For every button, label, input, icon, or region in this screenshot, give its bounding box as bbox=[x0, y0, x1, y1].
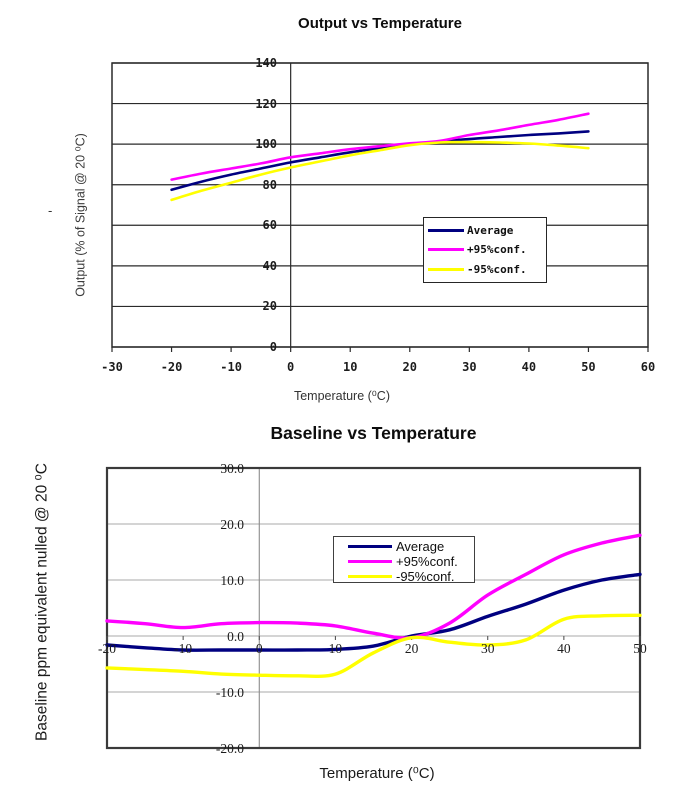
output-chart-plot-area bbox=[111, 62, 649, 352]
y-tick-label: -10.0 bbox=[215, 684, 244, 700]
legend: Average +95%conf. -95%conf. bbox=[333, 536, 475, 584]
y-tick-label: 20.0 bbox=[220, 516, 244, 532]
x-tick-label: 20 bbox=[404, 641, 419, 656]
chart-title: Baseline vs Temperature bbox=[270, 423, 477, 443]
plus95-line-swatch bbox=[428, 248, 464, 252]
x-tick-label: 10 bbox=[328, 641, 343, 656]
baseline-vs-temperature-chart: Baseline vs Temperature Baseline ppm equ… bbox=[0, 410, 687, 792]
x-axis-title: Temperature (⁰C) bbox=[293, 389, 390, 403]
x-tick-label: 50 bbox=[581, 360, 596, 374]
y-tick-label: 20 bbox=[262, 299, 277, 314]
y-tick-label: 10.0 bbox=[220, 572, 244, 588]
minus95-line-swatch bbox=[428, 267, 464, 271]
x-axis-title: Temperature (⁰C) bbox=[319, 765, 435, 782]
x-tick-label: 30 bbox=[480, 641, 495, 656]
x-tick-label: 0 bbox=[255, 641, 263, 656]
y-tick-label: 0 bbox=[269, 340, 277, 354]
x-tick-label: -10 bbox=[220, 360, 242, 374]
y-tick-label: 0.0 bbox=[227, 628, 244, 644]
x-tick-label: 40 bbox=[521, 360, 537, 374]
legend-item-minus95: -95%conf. bbox=[424, 263, 546, 276]
legend-item-average: Average bbox=[424, 224, 546, 237]
legend-label: -95%conf. bbox=[467, 262, 527, 276]
baseline-chart-plot-area bbox=[105, 466, 642, 750]
legend-item-plus95: +95%conf. bbox=[334, 554, 474, 569]
x-tick-label: 30 bbox=[462, 360, 477, 374]
average-line-swatch bbox=[348, 545, 392, 548]
y-tick-label: 30.0 bbox=[220, 460, 244, 476]
chart-title: Output vs Temperature bbox=[298, 15, 462, 32]
x-tick-label: 40 bbox=[557, 641, 571, 656]
legend-label: -95%conf. bbox=[396, 569, 455, 584]
legend-label: +95%conf. bbox=[396, 554, 458, 569]
output-vs-temperature-chart: Output vs Temperature Output (% of Signa… bbox=[73, 15, 656, 403]
x-tick-label: -10 bbox=[174, 641, 193, 656]
y-tick-label: 120 bbox=[255, 96, 277, 111]
x-tick-label: 50 bbox=[633, 641, 647, 656]
minus95-line-swatch bbox=[348, 575, 392, 578]
legend-item-average: Average bbox=[334, 539, 474, 554]
legend: Average +95%conf. -95%conf. bbox=[423, 217, 547, 283]
legend-item-plus95: +95%conf. bbox=[424, 243, 546, 256]
legend-label: Average bbox=[467, 224, 514, 238]
x-tick-label: -30 bbox=[101, 360, 123, 374]
y-tick-label: 100 bbox=[255, 137, 277, 152]
x-tick-label: 0 bbox=[287, 360, 295, 374]
x-tick-label: 10 bbox=[342, 360, 358, 374]
y-tick-label: -20.0 bbox=[215, 740, 244, 756]
y-axis-title: Output (% of Signal @ 20 ⁰C) bbox=[73, 133, 88, 297]
y-tick-label: 40 bbox=[262, 258, 277, 273]
plus95-line-swatch bbox=[348, 560, 392, 563]
y-axis-title: Baseline ppm equivalent nulled @ 20 ⁰C bbox=[33, 463, 51, 741]
legend-item-minus95: -95%conf. bbox=[334, 569, 474, 584]
y-tick-label: 140 bbox=[255, 56, 277, 70]
y-tick-label: 60 bbox=[262, 218, 277, 233]
stray-dash-artifact: - bbox=[48, 203, 53, 218]
average-line-swatch bbox=[428, 229, 464, 233]
legend-label: Average bbox=[396, 539, 445, 554]
legend-label: +95%conf. bbox=[467, 243, 527, 257]
x-tick-label: -20 bbox=[160, 360, 183, 374]
x-tick-label: 60 bbox=[640, 360, 656, 374]
x-tick-label: 20 bbox=[402, 360, 417, 374]
x-tick-label: -20 bbox=[98, 641, 116, 656]
y-tick-label: 80 bbox=[262, 177, 277, 192]
